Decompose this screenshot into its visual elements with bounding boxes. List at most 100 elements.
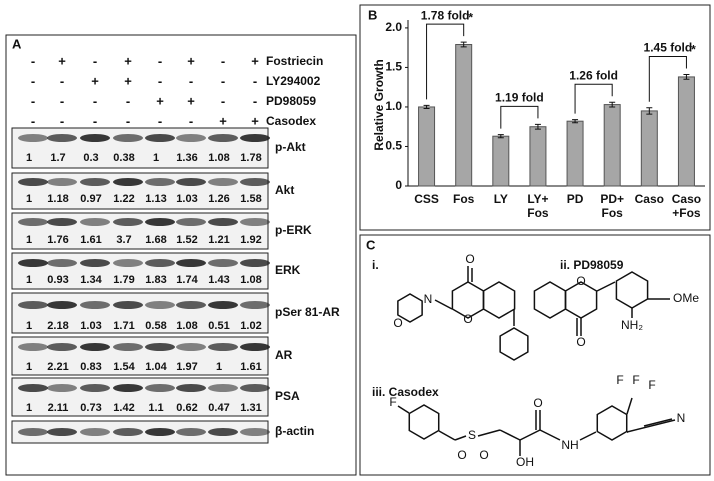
- blot-value: 0.58: [145, 320, 166, 332]
- bar: [640, 110, 658, 187]
- bond: [499, 429, 521, 441]
- treatment-sign: -: [93, 93, 97, 108]
- band: [240, 178, 270, 186]
- blot-name: pSer 81-AR: [275, 305, 340, 319]
- treatment-sign: -: [253, 73, 257, 88]
- treatment-sign: -: [60, 73, 64, 88]
- bond: [643, 418, 673, 427]
- atom: O: [533, 396, 542, 410]
- blot-value: 1.1: [148, 402, 163, 414]
- bar: [677, 76, 695, 187]
- band: [176, 134, 206, 142]
- band: [18, 259, 48, 267]
- blot-value: 1.97: [176, 361, 197, 373]
- treatment-sign: -: [221, 53, 225, 68]
- blot-value: 1.79: [113, 274, 134, 286]
- y-tick-label: 2.0: [385, 20, 402, 34]
- band: [80, 134, 110, 142]
- treatment-sign: +: [156, 93, 164, 108]
- significance: *: [691, 43, 696, 57]
- bracket: [500, 105, 539, 129]
- band: [145, 428, 175, 436]
- atom: F: [389, 395, 396, 409]
- error-bar: [460, 41, 467, 48]
- blot-value: 1.13: [145, 193, 166, 205]
- blot-name: β-actin: [275, 424, 314, 438]
- treatment-sign: -: [221, 73, 225, 88]
- annotation: 1.45 fold: [644, 41, 693, 55]
- treatment-sign: -: [189, 73, 193, 88]
- blot-value: 1.52: [176, 234, 197, 246]
- error-bar: [534, 123, 541, 130]
- ring: [397, 293, 423, 323]
- bond: [477, 429, 501, 437]
- treatment-sign: +: [124, 53, 132, 68]
- treatment-sign: -: [93, 113, 97, 128]
- structure-label: ii. PD98059: [560, 258, 624, 272]
- bond: [519, 429, 541, 441]
- bond: [626, 419, 676, 433]
- band: [80, 428, 110, 436]
- atom: O: [479, 448, 488, 462]
- blot-name: AR: [275, 348, 293, 362]
- error-bar: [497, 134, 504, 139]
- treatment-sign: -: [158, 113, 162, 128]
- atom: O: [463, 312, 472, 326]
- treatment-sign: -: [158, 53, 162, 68]
- treatment-name: LY294002: [266, 74, 321, 88]
- band: [208, 384, 238, 392]
- treatment-name: PD98059: [266, 94, 316, 108]
- error-bar: [683, 74, 690, 80]
- ring: [482, 281, 516, 319]
- treatment-sign: -: [253, 93, 257, 108]
- bar: [603, 104, 621, 187]
- atom: S: [468, 428, 476, 442]
- structure-label: iii. Casodex: [372, 385, 439, 399]
- band: [47, 259, 77, 267]
- panel-a-frame: [5, 34, 357, 476]
- treatment-sign: +: [124, 73, 132, 88]
- blot-value: 1.42: [113, 402, 134, 414]
- atom: O: [465, 252, 474, 266]
- band: [240, 218, 270, 226]
- atom: O: [576, 335, 585, 349]
- blot-value: 2.18: [47, 320, 68, 332]
- ring: [596, 405, 628, 441]
- panel-c-frame: [359, 234, 711, 476]
- atom: F: [648, 378, 655, 392]
- blot-value: 1.68: [145, 234, 166, 246]
- blot-value: 0.97: [80, 193, 101, 205]
- band: [240, 259, 270, 267]
- annotation: 1.19 fold: [495, 91, 544, 105]
- panel-label: C: [366, 237, 376, 252]
- blot-value: 1.08: [208, 152, 229, 164]
- treatment-sign: -: [60, 93, 64, 108]
- band: [113, 428, 143, 436]
- blot-value: 1.76: [47, 234, 68, 246]
- annotation: 1.26 fold: [569, 68, 618, 82]
- blot-name: ERK: [275, 263, 301, 277]
- band: [113, 259, 143, 267]
- band: [176, 384, 206, 392]
- band: [47, 134, 77, 142]
- blot-value: 1.7: [50, 152, 65, 164]
- blot-value: 1.58: [240, 193, 261, 205]
- treatment-sign: +: [91, 73, 99, 88]
- y-tick-label: 0.5: [385, 139, 402, 153]
- band: [80, 384, 110, 392]
- treatment-sign: +: [187, 53, 195, 68]
- blot-value: 1.03: [176, 193, 197, 205]
- blot-value: 1: [26, 152, 32, 164]
- blot-value: 0.47: [208, 402, 229, 414]
- treatment-sign: +: [187, 93, 195, 108]
- blot-value: 1: [26, 361, 32, 373]
- blot-name: PSA: [275, 389, 300, 403]
- blot-value: 1.71: [113, 320, 134, 332]
- band: [145, 178, 175, 186]
- bond: [579, 431, 597, 441]
- structures: [397, 266, 676, 456]
- blot-value: 1.31: [240, 402, 261, 414]
- blot-value: 0.83: [80, 361, 101, 373]
- blot: [11, 252, 269, 290]
- band: [176, 428, 206, 436]
